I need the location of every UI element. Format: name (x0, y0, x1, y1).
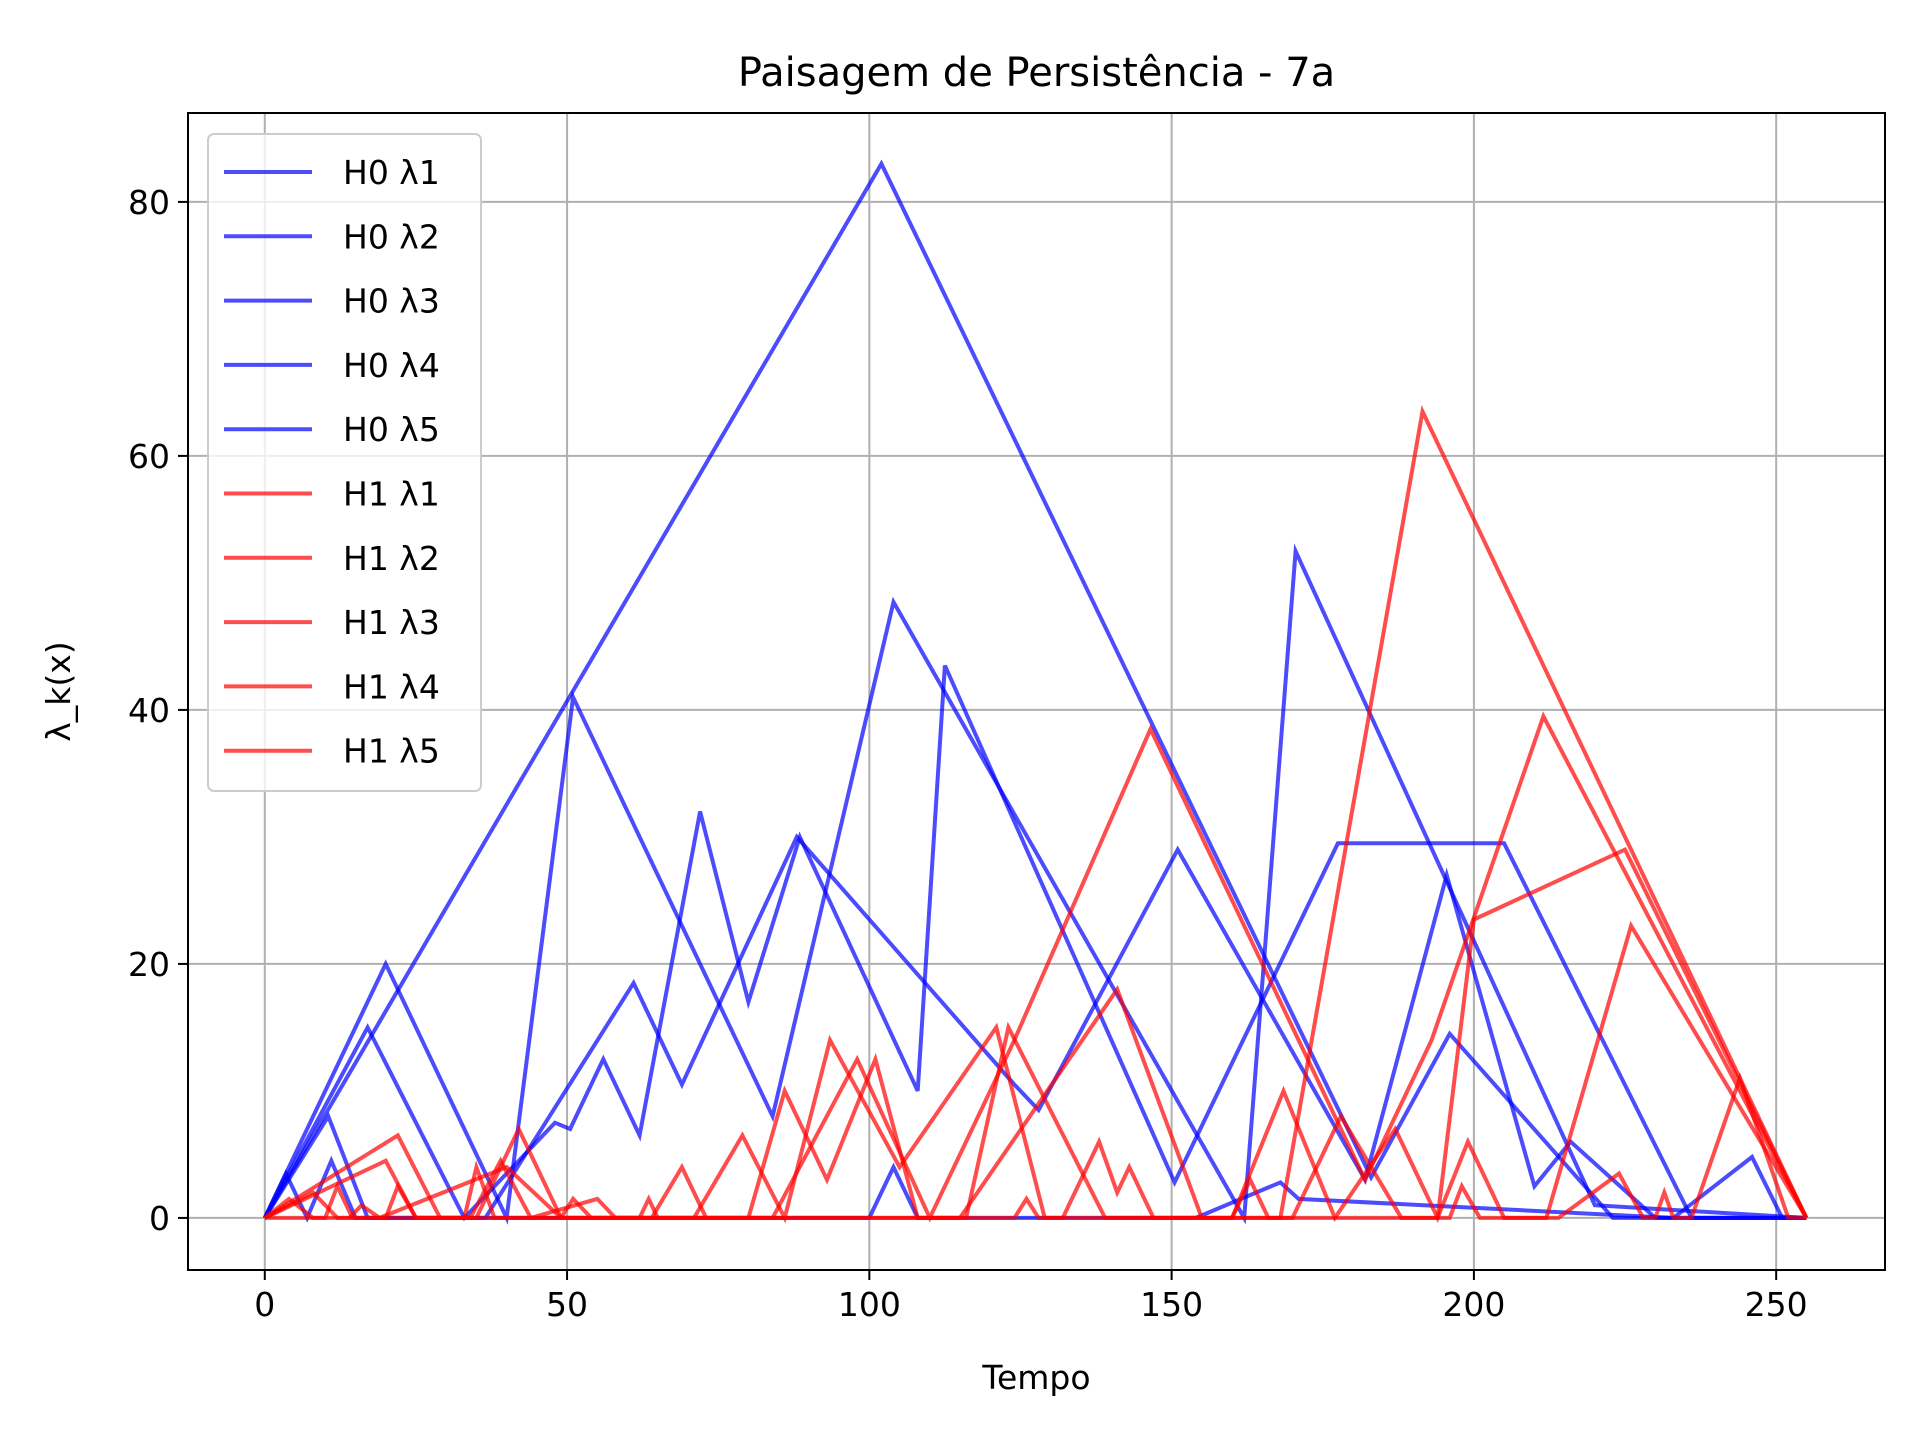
legend-label: H0 λ2 (343, 217, 440, 256)
legend-label: H1 λ4 (343, 667, 440, 706)
series-line-h1-lambda5 (263, 1072, 1807, 1221)
x-tick-label: 50 (546, 1285, 588, 1324)
legend-label: H0 λ4 (343, 346, 440, 385)
legend-label: H0 λ5 (343, 410, 440, 449)
series-line-h1-lambda2 (263, 711, 1809, 1223)
series-line-h1-lambda1 (264, 404, 1809, 1220)
series-lines (262, 159, 1809, 1225)
x-tick-label: 0 (254, 1285, 275, 1324)
x-tick-label: 200 (1442, 1285, 1505, 1324)
y-tick-label: 80 (128, 183, 170, 222)
legend: H0 λ1 H0 λ2 H0 λ3 H0 λ4 H0 λ5 H1 λ1 H1 λ2 H1 λ3… (207, 133, 482, 792)
y-tick-label: 60 (128, 437, 170, 476)
y-tick-label: 40 (128, 691, 170, 730)
legend-box (207, 133, 482, 792)
series-line-h0-lambda1 (263, 159, 1807, 1220)
y-axis-ticks: 0 20 40 60 80 (128, 183, 188, 1238)
x-tick-label: 250 (1745, 1285, 1808, 1324)
series-line-h0-lambda3 (263, 664, 1807, 1222)
x-axis-title: Tempo (981, 1358, 1090, 1397)
x-axis-ticks: 0 50 100 150 200 250 (254, 1270, 1808, 1324)
chart-title: Paisagem de Persistência - 7a (738, 50, 1335, 96)
y-axis-title: λ_k(x) (39, 641, 78, 741)
x-tick-label: 150 (1140, 1285, 1203, 1324)
legend-label: H0 λ3 (343, 282, 440, 321)
plot-frame (187, 112, 1886, 1271)
series-line-h1-lambda4 (263, 920, 1809, 1223)
y-tick-label: 0 (149, 1199, 170, 1238)
y-tick-label: 20 (128, 945, 170, 984)
legend-label: H1 λ1 (343, 475, 440, 514)
x-tick-label: 100 (838, 1285, 901, 1324)
legend-label: H1 λ2 (343, 539, 440, 578)
legend-label: H1 λ5 (343, 732, 440, 771)
legend-label: H1 λ3 (343, 603, 440, 642)
legend-label: H0 λ1 (343, 153, 440, 192)
